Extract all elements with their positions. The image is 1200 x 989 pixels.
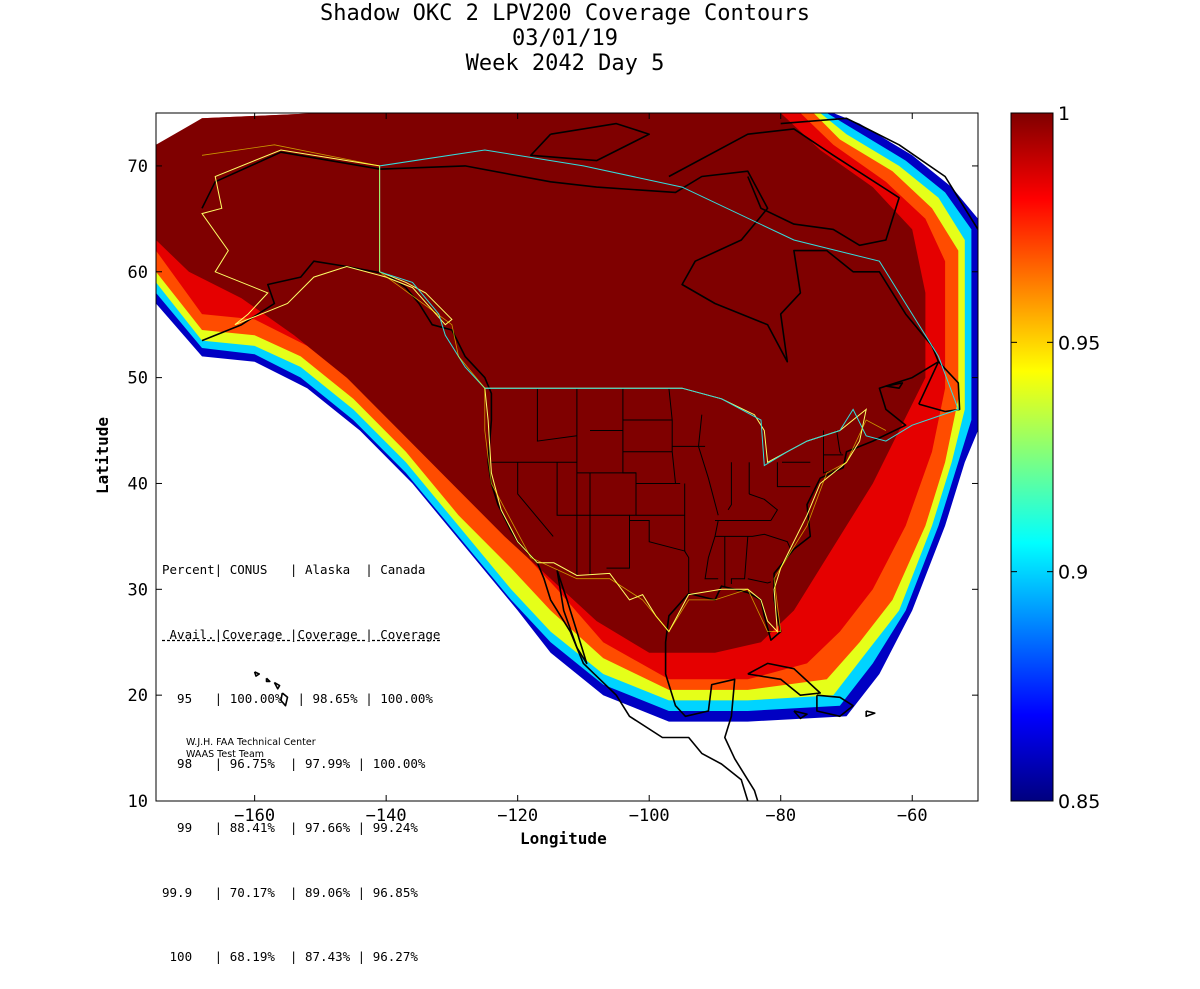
colorbar-tick-label: 0.95 [1058, 332, 1100, 354]
coastlines [201, 117, 978, 801]
x-tick-label: −100 [629, 806, 670, 826]
coverage-chart: −160 −140 −120 −100 −80 −60 10 20 30 40 50 60 70 1 0.… [128, 103, 1101, 826]
state-border [747, 578, 772, 584]
table-row: 98 | 96.75% | 97.99% | 100.00% [162, 755, 426, 771]
chart-title-line-2: 03/01/19 [512, 26, 618, 51]
coastline [780, 117, 978, 230]
coastline [885, 382, 904, 390]
chart-title-line-3: Week 2042 Day 5 [465, 51, 665, 76]
y-tick-label: 40 [128, 474, 148, 494]
state-border [836, 430, 842, 455]
coastline [668, 128, 900, 247]
y-tick-label: 70 [128, 157, 148, 177]
table-header-row: Percent| CONUS | Alaska | Canada [162, 562, 426, 577]
colorbar-tick-label: 0.9 [1058, 562, 1088, 584]
coverage-region [156, 113, 926, 653]
colorbar-tick-label: 0.85 [1058, 791, 1100, 813]
service-areas [201, 144, 959, 633]
colorbar: 1 0.95 0.9 0.85 [1010, 103, 1100, 813]
colorbar-tick-label: 1 [1058, 103, 1070, 125]
state-border [776, 462, 811, 488]
coastline [201, 151, 940, 801]
plot-frame [155, 112, 979, 802]
credit-line: W.J.H. FAA Technical Center [186, 737, 316, 748]
coastline [280, 692, 289, 707]
coverage-table: Percent| CONUS | Alaska | Canada Avail.|… [162, 516, 440, 989]
y-tick-label: 20 [128, 686, 148, 706]
state-border [715, 533, 792, 550]
state-border [629, 520, 686, 552]
state-border [730, 536, 749, 584]
table-header-row: Avail.|Coverage |Coverage | Coverage [162, 626, 441, 642]
y-tick-label: 30 [128, 580, 148, 600]
state-border [684, 483, 690, 593]
service-area-canada [379, 149, 959, 467]
state-border [697, 414, 719, 516]
coastline [253, 671, 261, 677]
service-area-alaska [201, 149, 453, 326]
coastline [918, 360, 961, 413]
x-tick-label: −120 [497, 806, 538, 826]
axes: −160 −140 −120 −100 −80 −60 10 20 30 40 50 60 70 [128, 113, 978, 826]
chart-title-line-1: Shadow OKC 2 LPV200 Coverage Contours [319, 1, 811, 26]
coastline [865, 710, 876, 718]
x-tick-label: −160 [234, 806, 275, 826]
state-border [536, 388, 577, 442]
x-tick-label: −60 [897, 806, 928, 826]
state-borders [491, 388, 844, 593]
reference-line [201, 144, 887, 633]
x-tick-label: −80 [765, 806, 796, 826]
coverage-regions [156, 113, 978, 722]
credit-line: WAAS Test Team [186, 749, 265, 760]
state-border [704, 520, 719, 580]
coastline [265, 677, 271, 683]
coastline [556, 570, 588, 665]
table-row: 99.9 | 70.17% | 89.06% | 96.85% [162, 884, 418, 900]
coastline [747, 662, 822, 697]
colorbar-gradient [1010, 112, 1054, 802]
y-tick-label: 60 [128, 263, 148, 283]
x-tick-label: −140 [366, 806, 407, 826]
x-axis-label: Longitude [520, 829, 607, 848]
table-row: 99 | 88.41% | 97.66% | 99.24% [162, 820, 418, 835]
state-border [749, 493, 779, 521]
coastline [793, 710, 808, 720]
credits: W.J.H. FAA Technical Center WAAS Test Te… [186, 737, 316, 761]
table-row: 100 | 68.19% | 87.43% | 96.27% [162, 949, 418, 964]
y-tick-label: 10 [128, 792, 148, 812]
coastline [816, 694, 854, 718]
y-tick-label: 50 [128, 369, 148, 389]
y-axis-label: Latitude [93, 416, 113, 495]
state-border [556, 462, 577, 516]
table-row: 95 | 100.00% | 98.65% | 100.00% [162, 691, 433, 706]
coastline [529, 122, 651, 162]
coastline [273, 681, 281, 690]
state-border [517, 462, 554, 537]
state-border [727, 462, 732, 511]
